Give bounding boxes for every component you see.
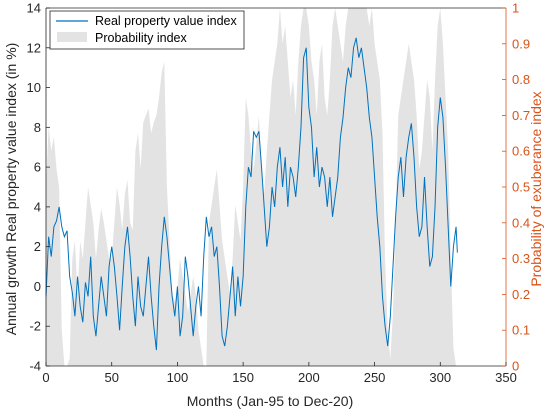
y-right-tick-label: 0.2 [512, 287, 530, 302]
x-tick-label: 100 [167, 370, 189, 385]
y-axis-left-title: Annual growth Real property value index … [3, 43, 19, 336]
tick-labels: 0 50 100 150 200 250 300 350 -4 -2 0 2 4 6 8 10 12 14 0 0.1… [27, 1, 531, 386]
y-left-tick-label: 4 [34, 199, 41, 214]
y-right-tick-label: 0.1 [512, 323, 530, 338]
y-left-tick-label: 6 [34, 160, 41, 175]
legend: Real property value index Probability in… [49, 10, 245, 50]
y-right-tick-label: 0.6 [512, 144, 530, 159]
x-axis-title: Months (Jan-95 to Dec-20) [187, 393, 354, 409]
y-left-tick-label: 14 [27, 1, 41, 16]
y-left-tick-label: -4 [29, 359, 41, 374]
property-value-line [45, 37, 458, 351]
y-left-tick-label: 0 [34, 279, 41, 294]
y-axis-right-title: Probability of exuberance index [528, 91, 544, 286]
y-right-tick-label: 0.8 [512, 72, 530, 87]
x-tick-label: 350 [495, 370, 517, 385]
probability-area [46, 8, 457, 366]
x-tick-label: 0 [42, 370, 49, 385]
x-tick-label: 300 [429, 370, 451, 385]
legend-area-swatch [57, 32, 87, 42]
y-right-tick-label: 0.9 [512, 36, 530, 51]
x-tick-label: 250 [364, 370, 386, 385]
x-tick-label: 150 [232, 370, 254, 385]
legend-label-area: Probability index [95, 31, 187, 45]
legend-label-line: Real property value index [95, 14, 237, 28]
y-right-tick-label: 0.5 [512, 180, 530, 195]
legend-box [49, 10, 245, 50]
y-left-tick-label: 12 [27, 40, 41, 55]
y-right-tick-label: 0.7 [512, 108, 530, 123]
y-right-tick-label: 0 [512, 359, 519, 374]
y-right-tick-label: 0.3 [512, 251, 530, 266]
y-right-tick-label: 0.4 [512, 215, 530, 230]
y-right-tick-label: 1 [512, 1, 519, 16]
plot-area [45, 8, 458, 366]
axes [45, 7, 507, 367]
y-left-tick-label: 8 [34, 120, 41, 135]
x-tick-label: 200 [298, 370, 320, 385]
y-left-tick-label: 10 [27, 80, 41, 95]
x-tick-label: 50 [104, 370, 118, 385]
y-left-tick-label: 2 [34, 239, 41, 254]
y-left-tick-label: -2 [29, 319, 41, 334]
